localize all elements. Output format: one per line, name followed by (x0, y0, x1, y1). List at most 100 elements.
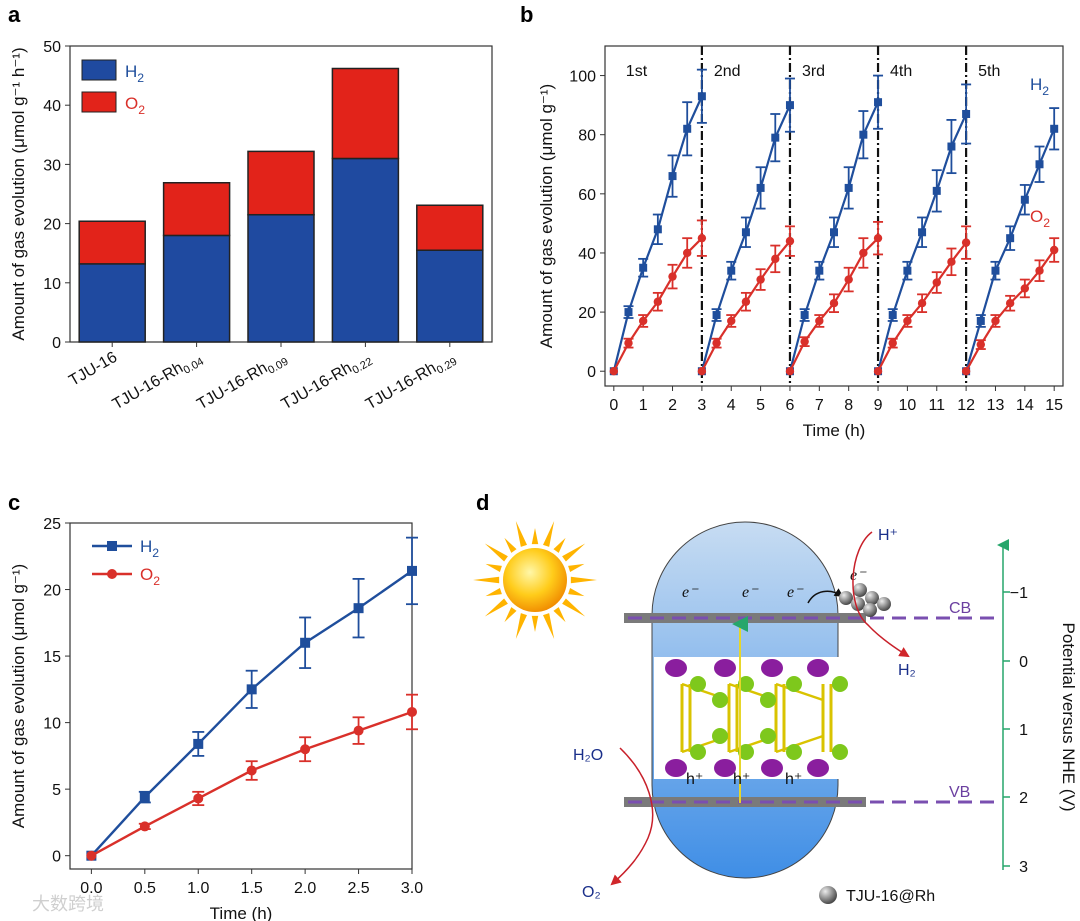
x-tick-label: 3 (697, 397, 706, 414)
data-point-o2 (727, 316, 736, 326)
hole-label-2: h⁺ (733, 771, 750, 788)
y-tick-label: 0 (52, 849, 61, 866)
data-point-o2 (741, 297, 751, 306)
data-point-h2 (976, 316, 985, 325)
electron-label-2: e⁻ (742, 584, 759, 601)
data-point-h2 (624, 308, 633, 317)
x-tick-label: TJU-16 (66, 349, 120, 390)
data-point-o2 (888, 338, 897, 348)
data-point-h2 (962, 110, 971, 118)
data-point-o2 (756, 275, 765, 284)
plot-frame (604, 45, 1064, 387)
x-tick-label: 1.5 (241, 880, 263, 897)
nhe-tick-label: 2 (1019, 790, 1028, 807)
line-chart-panel-c: 0 5 10 15 20 25 0.0 0.5 1.0 1.5 2.0 2.5 3.0 H2 O2 Time … (9, 516, 423, 921)
data-point-h2 (830, 228, 838, 237)
y-tick-label: 10 (43, 716, 61, 733)
x-tick-label: 3.0 (401, 880, 423, 897)
watermark-text: 大数跨境 (32, 894, 104, 914)
sun-ray (485, 588, 502, 597)
y-tick-label: 30 (43, 157, 61, 174)
bar-h2 (416, 249, 484, 343)
sun-ray (484, 543, 508, 562)
x-axis-label: Time (h) (803, 421, 866, 440)
legend-label-o2: O2 (140, 565, 160, 588)
x-tick-label: 9 (874, 397, 883, 414)
data-point-o2 (917, 299, 927, 308)
data-point-h2 (668, 172, 677, 181)
data-point-o2 (903, 316, 912, 326)
schematic-panel-d: CB VB e⁻ e⁻ e⁻ e⁻ h⁺ h⁺ h⁺ H⁺ H₂ H₂O (473, 521, 1078, 905)
bar-h2 (78, 263, 146, 343)
data-point-h2 (756, 183, 765, 192)
o2-product-label: O₂ (582, 884, 601, 901)
data-point-o2 (873, 233, 883, 243)
electron-transfer-arrow (807, 588, 844, 604)
legend-label-h2: H2 (140, 537, 159, 560)
cycle-label: 5th (978, 63, 1000, 80)
data-point-h2 (859, 130, 868, 139)
crystal-atom-green (760, 692, 776, 708)
x-tick-label: 5 (756, 397, 765, 414)
data-point-o2 (947, 257, 956, 267)
y-tick-label: 15 (43, 649, 61, 666)
data-point-o2 (712, 338, 721, 348)
sun-disc (503, 548, 567, 612)
bar-o2 (78, 220, 146, 265)
data-point-h2 (1006, 234, 1015, 243)
legend-swatch-o2 (81, 91, 117, 113)
cycle-label: 4th (890, 63, 912, 80)
y-tick-label: 0 (587, 364, 596, 381)
data-point-o2 (1035, 266, 1044, 275)
crystal-structure-image (654, 657, 868, 779)
sun-ray (531, 615, 539, 632)
x-tick-label: 0.0 (80, 880, 102, 897)
x-tick-label: 15 (1045, 397, 1063, 414)
data-point-o2 (785, 367, 795, 376)
data-point-o2 (407, 706, 417, 717)
nhe-tick-label: −1 (1010, 585, 1028, 602)
data-point-h2 (888, 311, 897, 320)
data-point-o2 (246, 765, 257, 776)
nhe-axis-ticks: −1 0 1 2 3 (1003, 585, 1028, 876)
data-point-h2 (353, 603, 364, 614)
electron-label-1: e⁻ (682, 584, 699, 601)
sun-ray (568, 563, 585, 572)
data-point-o2 (785, 236, 795, 246)
crystal-atom-green (832, 676, 848, 692)
data-point-h2 (903, 266, 912, 275)
legend-label-h2: H2 (125, 62, 144, 85)
data-point-h2 (139, 792, 150, 803)
data-point-h2 (874, 98, 883, 107)
data-point-h2 (800, 311, 809, 320)
sun-ray (504, 607, 517, 623)
data-point-h2 (727, 266, 736, 275)
data-point-h2 (653, 225, 662, 234)
y-tick-label: 0 (52, 335, 61, 352)
sun-ray (562, 598, 586, 617)
bar-chart-panel-a: 01020304050TJU-16TJU-16-Rh0.04TJU-16-Rh0… (9, 39, 493, 413)
sun-ray (531, 528, 539, 545)
y-axis-label: Amount of gas evolution (μmol g⁻¹) (537, 84, 556, 348)
x-tick-label: 0.5 (134, 880, 156, 897)
crystal-atom-purple (807, 759, 829, 777)
data-point-o2 (961, 238, 971, 247)
panel-label-d: d (476, 490, 489, 515)
data-point-h2 (683, 124, 692, 133)
crystal-atom-purple (714, 659, 736, 677)
sun-ray (484, 598, 508, 617)
bar-o2 (247, 150, 315, 216)
data-point-o2 (961, 367, 971, 376)
series-line-o2 (90, 710, 413, 857)
data-point-o2 (1005, 299, 1015, 308)
y-tick-label: 20 (578, 305, 596, 322)
data-point-h2 (193, 738, 204, 749)
oxygen-evolution-arrow (610, 747, 654, 886)
sun-ray (504, 537, 517, 553)
x-tick-label: 12 (957, 397, 975, 414)
vb-label: VB (949, 784, 970, 801)
data-point-o2 (638, 316, 648, 326)
data-point-o2 (683, 248, 692, 258)
bar-o2 (162, 182, 231, 237)
sun-ray (553, 607, 566, 623)
